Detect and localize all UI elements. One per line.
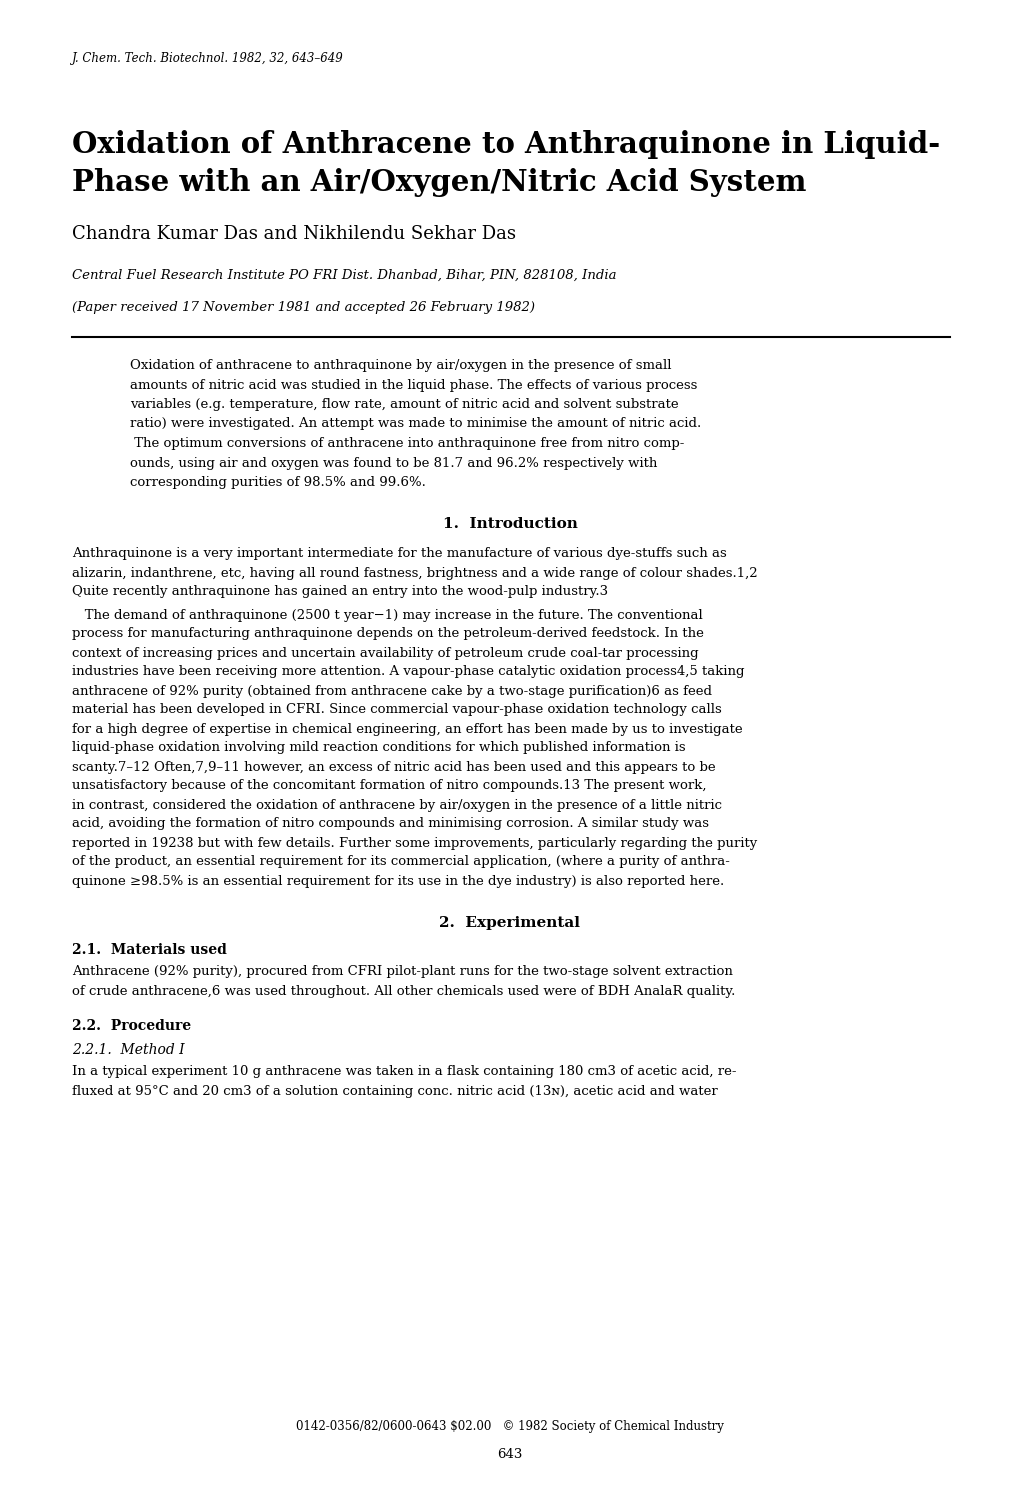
Text: process for manufacturing anthraquinone depends on the petroleum-derived feedsto: process for manufacturing anthraquinone … — [72, 627, 703, 641]
Text: material has been developed in CFRI. Since commercial vapour-phase oxidation tec: material has been developed in CFRI. Sin… — [72, 703, 721, 717]
Text: corresponding purities of 98.5% and 99.6%.: corresponding purities of 98.5% and 99.6… — [129, 475, 426, 489]
Text: Phase with an Air/Oxygen/Nitric Acid System: Phase with an Air/Oxygen/Nitric Acid Sys… — [72, 168, 806, 197]
Text: Oxidation of Anthracene to Anthraquinone in Liquid-: Oxidation of Anthracene to Anthraquinone… — [72, 130, 940, 159]
Text: Quite recently anthraquinone has gained an entry into the wood-pulp industry.3: Quite recently anthraquinone has gained … — [72, 586, 607, 599]
Text: 2.2.1.  Method I: 2.2.1. Method I — [72, 1043, 184, 1058]
Text: acid, avoiding the formation of nitro compounds and minimising corrosion. A simi: acid, avoiding the formation of nitro co… — [72, 818, 708, 830]
Text: alizarin, indanthrene, etc, having all round fastness, brightness and a wide ran: alizarin, indanthrene, etc, having all r… — [72, 566, 757, 580]
Text: quinone ≥98.5% is an essential requirement for its use in the dye industry) is a: quinone ≥98.5% is an essential requireme… — [72, 875, 723, 888]
Text: 0142-0356/82/0600-0643 $02.00   © 1982 Society of Chemical Industry: 0142-0356/82/0600-0643 $02.00 © 1982 Soc… — [296, 1420, 723, 1433]
Text: of crude anthracene,6 was used throughout. All other chemicals used were of BDH : of crude anthracene,6 was used throughou… — [72, 985, 735, 997]
Text: fluxed at 95°C and 20 cm3 of a solution containing conc. nitric acid (13ɴ), acet: fluxed at 95°C and 20 cm3 of a solution … — [72, 1085, 717, 1098]
Text: anthracene of 92% purity (obtained from anthracene cake by a two-stage purificat: anthracene of 92% purity (obtained from … — [72, 684, 711, 697]
Text: The optimum conversions of anthracene into anthraquinone free from nitro comp-: The optimum conversions of anthracene in… — [129, 437, 684, 450]
Text: variables (e.g. temperature, flow rate, amount of nitric acid and solvent substr: variables (e.g. temperature, flow rate, … — [129, 398, 678, 411]
Text: Central Fuel Research Institute PO FRI Dist. Dhanbad, Bihar, PIN, 828108, India: Central Fuel Research Institute PO FRI D… — [72, 270, 615, 282]
Text: in contrast, considered the oxidation of anthracene by air/oxygen in the presenc: in contrast, considered the oxidation of… — [72, 799, 721, 812]
Text: 643: 643 — [497, 1448, 522, 1462]
Text: J. Chem. Tech. Biotechnol. 1982, 32, 643–649: J. Chem. Tech. Biotechnol. 1982, 32, 643… — [72, 52, 343, 66]
Text: liquid-phase oxidation involving mild reaction conditions for which published in: liquid-phase oxidation involving mild re… — [72, 742, 685, 754]
Text: scanty.7–12 Often,7,9–11 however, an excess of nitric acid has been used and thi: scanty.7–12 Often,7,9–11 however, an exc… — [72, 760, 715, 773]
Text: (Paper received 17 November 1981 and accepted 26 February 1982): (Paper received 17 November 1981 and acc… — [72, 301, 535, 314]
Text: 2.  Experimental: 2. Experimental — [439, 915, 580, 930]
Text: 2.2.  Procedure: 2.2. Procedure — [72, 1019, 191, 1034]
Text: Anthraquinone is a very important intermediate for the manufacture of various dy: Anthraquinone is a very important interm… — [72, 547, 727, 560]
Text: In a typical experiment 10 g anthracene was taken in a flask containing 180 cm3 : In a typical experiment 10 g anthracene … — [72, 1065, 736, 1079]
Text: of the product, an essential requirement for its commercial application, (where : of the product, an essential requirement… — [72, 855, 730, 869]
Text: unsatisfactory because of the concomitant formation of nitro compounds.13 The pr: unsatisfactory because of the concomitan… — [72, 779, 706, 793]
Text: context of increasing prices and uncertain availability of petroleum crude coal-: context of increasing prices and uncerta… — [72, 647, 698, 660]
Text: industries have been receiving more attention. A vapour-phase catalytic oxidatio: industries have been receiving more atte… — [72, 666, 744, 678]
Text: Anthracene (92% purity), procured from CFRI pilot-plant runs for the two-stage s: Anthracene (92% purity), procured from C… — [72, 966, 733, 979]
Text: 2.1.  Materials used: 2.1. Materials used — [72, 943, 226, 958]
Text: Oxidation of anthracene to anthraquinone by air/oxygen in the presence of small: Oxidation of anthracene to anthraquinone… — [129, 359, 671, 372]
Text: for a high degree of expertise in chemical engineering, an effort has been made : for a high degree of expertise in chemic… — [72, 723, 742, 736]
Text: The demand of anthraquinone (2500 t year−1) may increase in the future. The conv: The demand of anthraquinone (2500 t year… — [72, 608, 702, 621]
Text: Chandra Kumar Das and Nikhilendu Sekhar Das: Chandra Kumar Das and Nikhilendu Sekhar … — [72, 225, 516, 243]
Text: amounts of nitric acid was studied in the liquid phase. The effects of various p: amounts of nitric acid was studied in th… — [129, 378, 697, 392]
Text: 1.  Introduction: 1. Introduction — [442, 517, 577, 532]
Text: ratio) were investigated. An attempt was made to minimise the amount of nitric a: ratio) were investigated. An attempt was… — [129, 417, 701, 431]
Text: ounds, using air and oxygen was found to be 81.7 and 96.2% respectively with: ounds, using air and oxygen was found to… — [129, 456, 656, 469]
Text: reported in 19238 but with few details. Further some improvements, particularly : reported in 19238 but with few details. … — [72, 836, 756, 849]
